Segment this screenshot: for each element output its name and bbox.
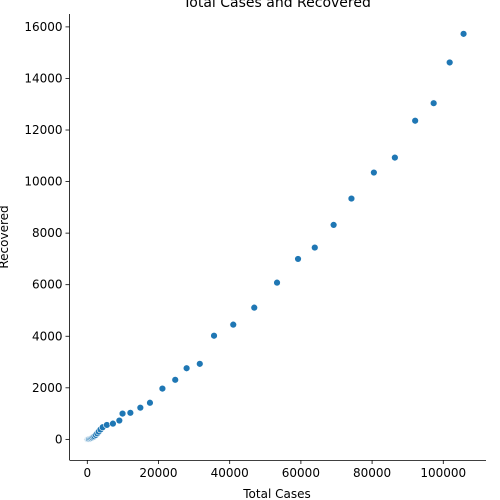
x-tick-label: 80000 [353, 466, 391, 480]
y-tick-label: 2000 [32, 381, 63, 395]
data-point [146, 399, 154, 407]
data-points [83, 30, 468, 444]
data-point [391, 153, 399, 162]
y-tick-label: 4000 [32, 329, 63, 343]
data-point [118, 409, 127, 418]
y-tick-label: 0 [55, 432, 63, 446]
data-point [210, 332, 218, 340]
x-tick-label: 60000 [282, 466, 320, 480]
y-tick-label: 12000 [24, 123, 62, 137]
data-point [171, 376, 179, 384]
ticks: 0 20000 40000 60000 80000 100000 0 2000 4000 6000… [24, 20, 466, 480]
data-point [445, 58, 454, 67]
data-point [196, 360, 204, 368]
data-point [411, 117, 419, 125]
axes [69, 14, 486, 461]
data-point [370, 168, 378, 177]
x-tick-label: 0 [83, 466, 91, 480]
data-point [115, 416, 124, 425]
data-point [329, 221, 338, 229]
y-tick-label: 6000 [32, 278, 63, 292]
data-point [182, 364, 191, 372]
data-point [229, 320, 237, 329]
data-point [347, 194, 356, 203]
data-point [273, 278, 281, 287]
data-point [126, 409, 135, 417]
data-point [311, 243, 319, 252]
data-point [103, 421, 111, 429]
data-point [136, 403, 145, 412]
y-tick-label: 16000 [24, 20, 62, 34]
x-tick-label: 40000 [211, 466, 249, 480]
data-point [250, 303, 258, 312]
data-point [158, 384, 167, 393]
y-axis-label: Recovered [0, 205, 11, 268]
y-tick-label: 8000 [32, 226, 63, 240]
y-tick-label: 14000 [24, 71, 62, 85]
data-point [429, 99, 438, 107]
data-point [459, 30, 468, 38]
x-tick-label: 100000 [420, 466, 466, 480]
data-point [294, 255, 302, 263]
data-point [109, 419, 117, 428]
chart-title: Total Cases and Recovered [182, 0, 371, 11]
x-axis-label: Total Cases [242, 487, 310, 500]
y-tick-label: 10000 [24, 175, 62, 189]
x-tick-label: 20000 [139, 466, 177, 480]
